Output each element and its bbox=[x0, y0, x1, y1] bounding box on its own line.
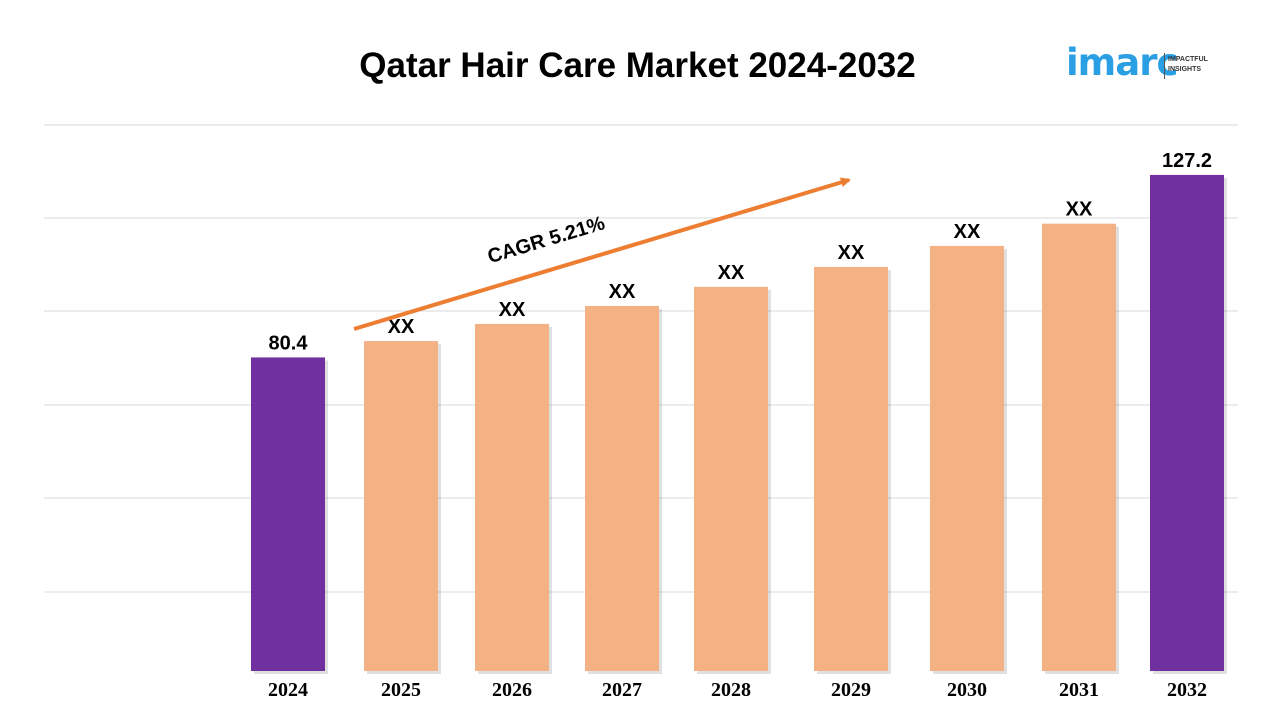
bar bbox=[814, 266, 888, 671]
chart-title: Qatar Hair Care Market 2024-2032 bbox=[359, 46, 916, 85]
bar bbox=[364, 341, 438, 671]
data-label: XX bbox=[954, 221, 981, 243]
cagr-arrow bbox=[353, 177, 851, 331]
bar bbox=[1150, 174, 1224, 672]
data-label: XX bbox=[388, 316, 415, 338]
x-tick-label: 2032 bbox=[1167, 679, 1207, 701]
logo-tagline-line2: INSIGHTS bbox=[1168, 66, 1202, 73]
x-tick-label: 2029 bbox=[831, 679, 871, 701]
data-label: XX bbox=[499, 299, 526, 321]
x-tick-label: 2025 bbox=[381, 679, 421, 701]
bar bbox=[251, 357, 325, 671]
bar bbox=[475, 323, 549, 671]
data-label: 80.4 bbox=[269, 332, 309, 354]
data-label: 127.2 bbox=[1162, 150, 1212, 172]
logo-divider bbox=[1164, 53, 1165, 79]
bar bbox=[930, 245, 1004, 671]
bar bbox=[694, 286, 768, 671]
x-tick-label: 2028 bbox=[711, 679, 751, 701]
x-tick-label: 2027 bbox=[602, 679, 642, 701]
imarc-logo: imarc IMPACTFUL INSIGHTS bbox=[1064, 28, 1224, 88]
bar bbox=[1042, 223, 1116, 672]
x-tick-label: 2026 bbox=[492, 679, 532, 701]
logo-wordmark: imarc bbox=[1066, 41, 1178, 84]
x-tick-label: 2030 bbox=[947, 679, 987, 701]
bar bbox=[585, 305, 659, 671]
data-label: XX bbox=[838, 242, 865, 264]
logo-tagline: IMPACTFUL INSIGHTS bbox=[1168, 55, 1222, 75]
data-label: XX bbox=[1066, 199, 1093, 221]
x-tick-label: 2024 bbox=[268, 679, 308, 701]
data-label: XX bbox=[718, 262, 745, 284]
x-tick-label: 2031 bbox=[1059, 679, 1099, 701]
data-label: XX bbox=[609, 281, 636, 303]
logo-tagline-line1: IMPACTFUL bbox=[1168, 56, 1208, 63]
